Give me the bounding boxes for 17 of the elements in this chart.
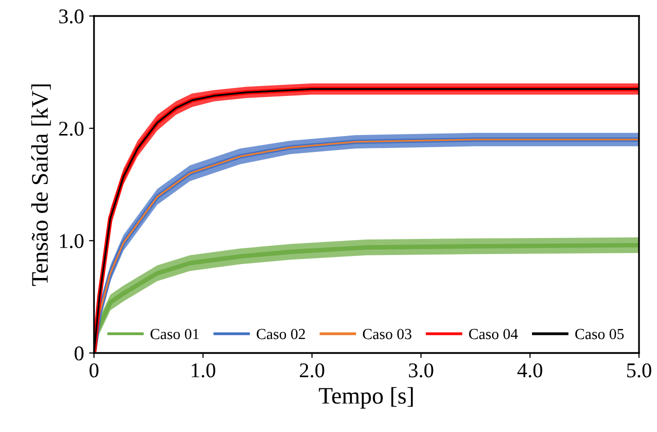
x-tick-label: 3.0 (408, 363, 434, 378)
x-tick-label: 5.0 (627, 363, 652, 378)
legend-label: Caso 03 (362, 328, 412, 340)
legend-label: Caso 02 (256, 328, 305, 340)
y-axis-title: Tensão de Saída [kV] (31, 84, 51, 286)
x-tick-label: 4.0 (517, 363, 542, 378)
legend-label: Caso 01 (150, 328, 199, 340)
y-tick-label: 0 (74, 346, 84, 360)
y-tick-label: 1.0 (60, 234, 84, 248)
legend-label: Caso 05 (575, 328, 624, 340)
x-axis-title: Tempo [s] (318, 387, 413, 409)
x-tick-label: 2.0 (300, 363, 324, 378)
y-tick-label: 3.0 (59, 9, 84, 24)
y-tick-label: 2.0 (59, 122, 84, 136)
legend-label: Caso 04 (469, 328, 518, 340)
x-tick-label: 0 (90, 363, 98, 378)
x-tick-label: 1.0 (192, 363, 216, 378)
